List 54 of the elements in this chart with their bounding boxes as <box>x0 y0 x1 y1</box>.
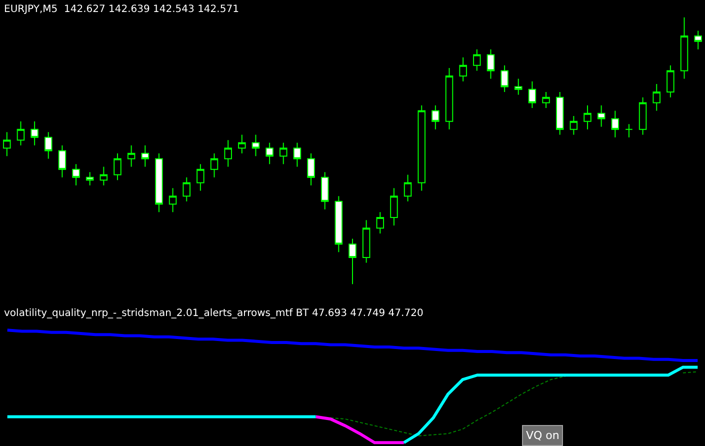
candlestick <box>238 134 246 154</box>
candlestick <box>168 188 177 213</box>
candlestick <box>127 144 136 168</box>
candlestick <box>196 164 204 192</box>
candlestick <box>114 152 122 181</box>
candlestick <box>72 164 80 186</box>
candlestick <box>597 104 606 128</box>
candlestick <box>666 64 674 98</box>
candlestick <box>473 48 481 72</box>
candlestick <box>404 174 412 202</box>
candlestick <box>100 166 108 186</box>
candlestick <box>16 120 25 146</box>
candlestick <box>680 16 688 80</box>
candlestick <box>280 142 288 165</box>
candlestick <box>44 132 52 160</box>
candlestick <box>307 152 315 186</box>
candlestick <box>556 92 564 136</box>
candlestick <box>86 172 94 186</box>
candlestick <box>141 144 150 168</box>
candlestick <box>652 84 660 112</box>
candlestick <box>542 92 550 109</box>
chart-title: volatility_quality_nrp_-_stridsman_2.01_alerts_arrows_mtf BT 47.693 47.749 47.720 <box>4 308 424 319</box>
annotation: VQ on <box>526 429 560 442</box>
chart-title: EURJPY,M5 142.627 142.639 142.543 142.571 <box>4 4 239 15</box>
candlestick <box>376 212 384 234</box>
candlestick <box>611 110 620 138</box>
candlestick <box>418 104 426 192</box>
candlestick <box>500 64 508 93</box>
candlestick <box>210 152 218 178</box>
candlestick <box>528 80 536 109</box>
candlestick <box>58 144 66 178</box>
candlestick <box>266 142 274 165</box>
candlestick <box>293 142 302 168</box>
candlestick <box>30 120 38 146</box>
candlestick <box>320 172 329 210</box>
candlestick <box>459 56 467 82</box>
candlestick <box>182 176 190 202</box>
candlestick <box>390 188 398 226</box>
candlestick <box>252 134 260 157</box>
candlestick <box>224 140 232 168</box>
candlestick <box>625 124 633 138</box>
candlestick <box>445 68 454 130</box>
candlestick <box>486 48 495 80</box>
candlestick <box>570 116 578 136</box>
candlestick <box>362 220 370 264</box>
candlestick <box>432 104 440 130</box>
candlestick <box>694 30 702 50</box>
candlestick <box>514 78 522 96</box>
candlestick <box>638 96 647 136</box>
candlestick <box>155 152 163 213</box>
candlestick <box>348 238 356 285</box>
candlestick <box>3 132 11 157</box>
candlestick <box>334 196 343 253</box>
candlestick <box>584 104 592 130</box>
